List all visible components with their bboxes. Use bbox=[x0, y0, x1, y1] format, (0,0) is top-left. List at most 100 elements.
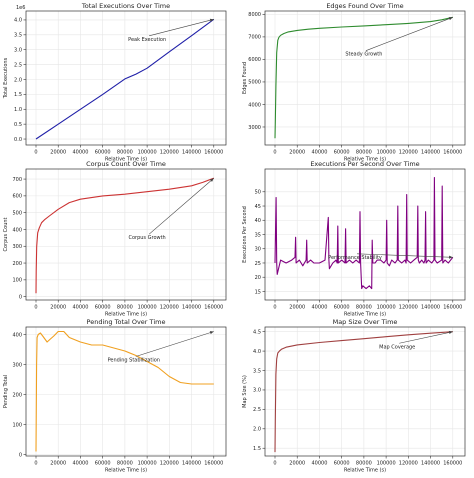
y-tick-label: 300 bbox=[12, 362, 22, 368]
y-tick-label: 3.0 bbox=[14, 48, 22, 54]
y-tick-label: 45 bbox=[255, 204, 261, 210]
y-tick-label: 15 bbox=[255, 289, 261, 295]
x-tick-label: 120000 bbox=[399, 305, 418, 311]
y-tick-label: 500 bbox=[12, 210, 22, 216]
plot-frame bbox=[264, 326, 466, 457]
x-tick-label: 80000 bbox=[117, 461, 133, 467]
annotation-arrowhead bbox=[209, 178, 214, 182]
y-tick-label: 4.0 bbox=[253, 349, 261, 355]
x-tick-label: 60000 bbox=[95, 305, 111, 311]
series-line-exec bbox=[35, 18, 215, 140]
annotation-label: Corpus Growth bbox=[128, 235, 165, 241]
y-tick-label: 3.0 bbox=[253, 388, 261, 394]
annotation-arrowhead bbox=[449, 255, 453, 259]
plot-frame bbox=[264, 10, 466, 146]
plot-frame bbox=[25, 10, 227, 146]
x-tick-label: 20000 bbox=[289, 150, 305, 156]
y-tick-label: 2.5 bbox=[253, 407, 261, 413]
series-line-eps bbox=[274, 176, 454, 290]
chart-mapsize: 0 20000 40000 60000 80000 100000 120000 140000 1… bbox=[242, 318, 466, 474]
x-tick-label: 0 bbox=[34, 150, 37, 156]
x-tick-label: 20000 bbox=[289, 305, 305, 311]
x-tick-label: 140000 bbox=[421, 461, 440, 467]
x-tick-label: 40000 bbox=[311, 305, 327, 311]
x-tick-label: 0 bbox=[273, 150, 276, 156]
x-tick-label: 140000 bbox=[421, 305, 440, 311]
y-tick-label: 2.5 bbox=[14, 62, 22, 68]
chart-title: Total Executions Over Time bbox=[81, 2, 170, 10]
y-tick-label: 0.0 bbox=[14, 137, 22, 143]
y-tick-label: 1.5 bbox=[253, 446, 261, 452]
y-tick-label: 100 bbox=[12, 278, 22, 284]
chart-pending: 0 20000 40000 60000 80000 100000 120000 140000 1… bbox=[3, 318, 227, 474]
x-axis-label: Relative Time (s) bbox=[105, 312, 147, 318]
x-tick-label: 160000 bbox=[204, 150, 223, 156]
x-tick-label: 20000 bbox=[50, 305, 66, 311]
y-tick-label: 0 bbox=[19, 294, 22, 300]
annotation-arrow bbox=[356, 253, 453, 258]
annotation-label: Pending Stabilization bbox=[108, 358, 160, 364]
x-tick-label: 140000 bbox=[421, 150, 440, 156]
y-tick-label: 6000 bbox=[248, 57, 261, 63]
x-axis-label: Relative Time (s) bbox=[344, 312, 386, 318]
y-tick-label: 400 bbox=[12, 227, 22, 233]
y-tick-label: 600 bbox=[12, 194, 22, 200]
x-tick-label: 160000 bbox=[443, 305, 462, 311]
y-tick-label: 40 bbox=[255, 218, 261, 224]
annotation-arrow bbox=[365, 17, 453, 51]
y-tick-label: 4.5 bbox=[253, 329, 261, 335]
x-tick-label: 100000 bbox=[377, 150, 396, 156]
chart-title: Corpus Count Over Time bbox=[86, 160, 166, 168]
series-line-mapsize bbox=[274, 331, 453, 453]
chart-title: Pending Total Over Time bbox=[87, 318, 166, 326]
y-axis-label: Executions Per Second bbox=[242, 206, 248, 263]
x-tick-label: 120000 bbox=[160, 305, 179, 311]
y-tick-label: 30 bbox=[255, 247, 261, 253]
x-tick-label: 0 bbox=[273, 305, 276, 311]
y-tick-label: 3000 bbox=[248, 125, 261, 131]
y-tick-label: 25 bbox=[255, 261, 261, 267]
y-tick-label: 0 bbox=[19, 452, 22, 458]
x-tick-label: 60000 bbox=[95, 461, 111, 467]
y-tick-label: 400 bbox=[12, 332, 22, 338]
y-tick-label: 200 bbox=[12, 261, 22, 267]
x-tick-label: 40000 bbox=[311, 461, 327, 467]
chart-title: Edges Found Over Time bbox=[326, 2, 403, 10]
y-axis-label: Pending Total bbox=[3, 375, 9, 408]
x-tick-label: 160000 bbox=[204, 461, 223, 467]
y-tick-label: 3.5 bbox=[14, 33, 22, 39]
y-tick-label: 0.5 bbox=[14, 122, 22, 128]
x-axis-label: Relative Time (s) bbox=[105, 468, 147, 474]
x-tick-label: 140000 bbox=[182, 150, 201, 156]
y-tick-label: 8000 bbox=[248, 12, 261, 18]
x-tick-label: 20000 bbox=[289, 461, 305, 467]
x-tick-label: 60000 bbox=[334, 461, 350, 467]
x-tick-label: 80000 bbox=[356, 305, 372, 311]
series-line-edges bbox=[274, 16, 453, 139]
x-tick-label: 120000 bbox=[160, 150, 179, 156]
annotation-arrow bbox=[135, 331, 214, 357]
x-tick-label: 60000 bbox=[334, 305, 350, 311]
x-tick-label: 100000 bbox=[138, 305, 157, 311]
annotation-label: Steady Growth bbox=[345, 52, 382, 58]
x-tick-label: 160000 bbox=[443, 461, 462, 467]
x-tick-label: 120000 bbox=[399, 461, 418, 467]
plot-frame bbox=[25, 168, 227, 301]
y-tick-label: 100 bbox=[12, 422, 22, 428]
y-axis-label: Corpus Count bbox=[3, 217, 9, 251]
annotation-arrowhead bbox=[209, 331, 214, 335]
x-tick-label: 0 bbox=[34, 305, 37, 311]
chart-eps: 0 20000 40000 60000 80000 100000 120000 140000 1… bbox=[242, 160, 466, 318]
x-tick-label: 80000 bbox=[117, 305, 133, 311]
y-tick-label: 1.5 bbox=[14, 92, 22, 98]
x-axis-label: Relative Time (s) bbox=[344, 468, 386, 474]
y-tick-label: 1.0 bbox=[14, 107, 22, 113]
y-tick-label: 4.0 bbox=[14, 18, 22, 24]
axis-offset-text: 1e6 bbox=[16, 5, 25, 11]
y-tick-label: 4000 bbox=[248, 102, 261, 108]
y-tick-label: 7000 bbox=[248, 35, 261, 41]
chart-title: Map Size Over Time bbox=[333, 318, 398, 326]
annotation-label: Peak Execution bbox=[128, 37, 166, 43]
x-tick-label: 20000 bbox=[50, 150, 66, 156]
